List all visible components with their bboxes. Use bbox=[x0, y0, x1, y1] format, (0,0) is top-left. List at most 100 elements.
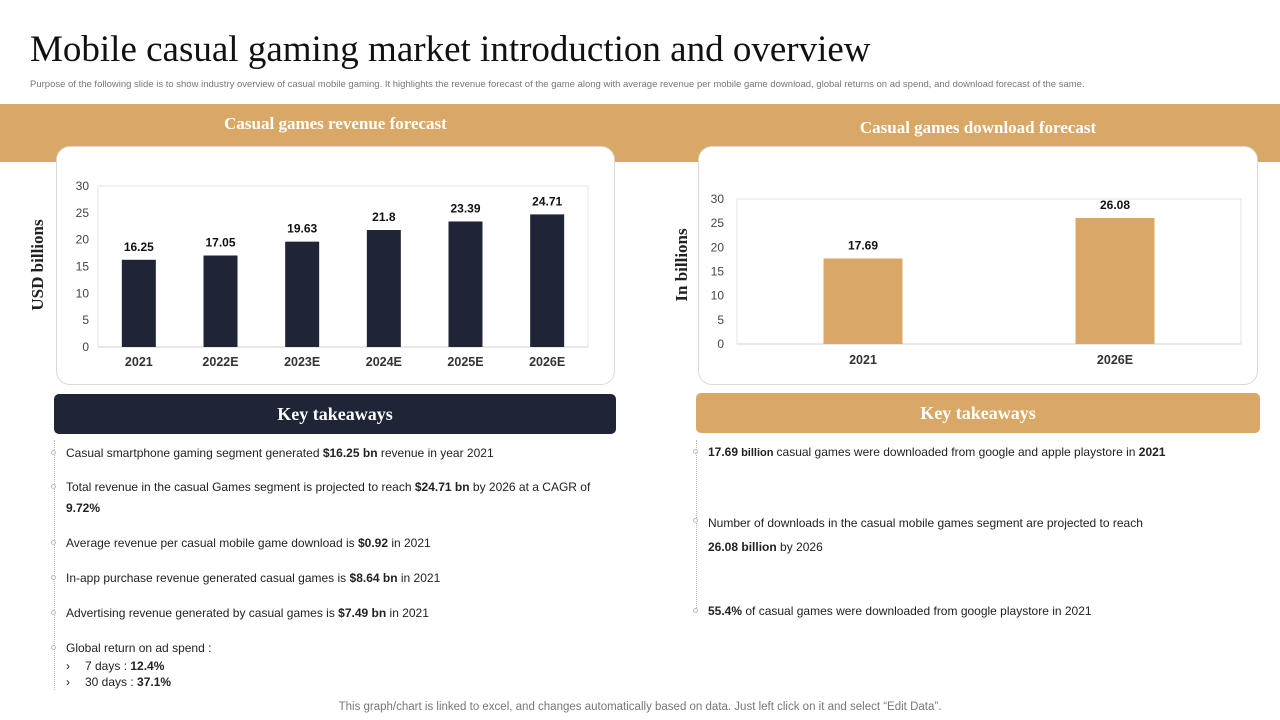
left-key-takeaways-header: Key takeaways bbox=[54, 394, 616, 434]
roas-7-days: › 7 days : 12.4% bbox=[66, 658, 606, 674]
revenue-category-label: 2025E bbox=[447, 355, 483, 369]
highlight: $0.92 bbox=[357, 536, 388, 550]
revenue-y-tick-label: 0 bbox=[82, 340, 89, 354]
revenue-data-label: 21.8 bbox=[372, 210, 396, 224]
right-timeline-line bbox=[696, 440, 697, 610]
right-takeaway-1: 17.69 billion casual games were download… bbox=[693, 442, 1253, 463]
text: by 2026 bbox=[776, 540, 823, 554]
revenue-category-label: 2021 bbox=[125, 355, 153, 369]
text: 7 days : bbox=[85, 659, 131, 673]
download-category-label: 2026E bbox=[1097, 353, 1133, 367]
highlight: 55.4% bbox=[708, 604, 743, 618]
revenue-bar bbox=[203, 255, 238, 347]
revenue-bar bbox=[448, 221, 483, 347]
revenue-y-tick-label: 25 bbox=[76, 206, 90, 220]
download-category-label: 2021 bbox=[849, 353, 877, 367]
left-takeaway-5: Advertising revenue generated by casual … bbox=[51, 603, 606, 623]
highlight: 2021 bbox=[1138, 445, 1166, 459]
page-subtitle: Purpose of the following slide is to sho… bbox=[30, 79, 1085, 90]
highlight: 12.4% bbox=[130, 659, 165, 673]
text: 30 days : bbox=[85, 675, 138, 689]
revenue-bar bbox=[530, 214, 565, 347]
revenue-data-label: 23.39 bbox=[450, 201, 480, 215]
text: Global return on ad spend : bbox=[66, 641, 212, 655]
text: In-app purchase revenue generated casual… bbox=[66, 571, 350, 585]
footer-note: This graph/chart is linked to excel, and… bbox=[338, 701, 942, 713]
right-key-takeaways-header: Key takeaways bbox=[696, 393, 1260, 433]
revenue-bar bbox=[285, 241, 320, 347]
revenue-y-tick-label: 10 bbox=[76, 286, 90, 300]
right-takeaway-3: 55.4% of casual games were downloaded fr… bbox=[693, 601, 1253, 621]
roas-30-days: › 30 days : 37.1% bbox=[66, 674, 606, 690]
download-chart-title: Casual games download forecast bbox=[859, 118, 1097, 137]
bullet-dot bbox=[51, 575, 56, 580]
highlight: 37.1% bbox=[137, 675, 172, 689]
download-bar bbox=[1075, 217, 1155, 344]
bullet-dot bbox=[693, 449, 698, 454]
highlight: 9.72% bbox=[66, 501, 101, 515]
revenue-bar bbox=[121, 259, 156, 347]
bullet-dot bbox=[51, 540, 56, 545]
bullet-dot bbox=[693, 518, 698, 523]
left-takeaway-2: Total revenue in the casual Games segmen… bbox=[51, 477, 606, 519]
left-takeaway-6: Global return on ad spend : › 7 days : 12… bbox=[51, 638, 606, 690]
bullet-dot bbox=[51, 450, 56, 455]
bullet-dot bbox=[693, 608, 698, 613]
revenue-y-tick-label: 15 bbox=[76, 260, 90, 274]
download-y-tick-label: 0 bbox=[717, 337, 724, 351]
highlight: billion bbox=[738, 447, 777, 459]
revenue-category-label: 2022E bbox=[202, 355, 238, 369]
download-y-tick-label: 15 bbox=[711, 265, 725, 279]
highlight: 17.69 bbox=[708, 445, 739, 459]
text: in 2021 bbox=[397, 571, 441, 585]
download-y-tick-label: 25 bbox=[711, 216, 725, 230]
text: Number of downloads in the casual mobile… bbox=[708, 516, 1143, 530]
revenue-y-tick-label: 20 bbox=[76, 233, 90, 247]
bullet-dot bbox=[51, 610, 56, 615]
text: Casual smartphone gaming segment generat… bbox=[66, 446, 323, 460]
revenue-data-label: 19.63 bbox=[287, 222, 317, 236]
download-data-label: 17.69 bbox=[848, 238, 878, 252]
highlight: $8.64 bn bbox=[349, 571, 398, 585]
chevron-right-icon: › bbox=[66, 675, 70, 689]
text: Average revenue per casual mobile game d… bbox=[66, 536, 358, 550]
revenue-bar bbox=[366, 230, 401, 347]
revenue-chart-title: Casual games revenue forecast bbox=[224, 114, 447, 133]
download-plot-area bbox=[736, 198, 1242, 345]
download-bar bbox=[823, 258, 903, 344]
revenue-y-tick-label: 30 bbox=[76, 179, 90, 193]
text: Total revenue in the casual Games segmen… bbox=[66, 480, 415, 494]
revenue-plot-area bbox=[97, 185, 589, 348]
text: Advertising revenue generated by casual … bbox=[66, 606, 339, 620]
text: casual games were downloaded from google… bbox=[776, 445, 1139, 459]
download-y-tick-label: 30 bbox=[711, 192, 725, 206]
highlight: $24.71 bn bbox=[414, 480, 470, 494]
left-timeline-line bbox=[54, 440, 55, 690]
text: by 2026 at a CAGR of bbox=[469, 480, 591, 494]
revenue-category-label: 2023E bbox=[284, 355, 320, 369]
download-y-tick-label: 20 bbox=[711, 240, 725, 254]
download-y-tick-label: 5 bbox=[717, 313, 724, 327]
download-y-tick-label: 10 bbox=[711, 289, 725, 303]
revenue-data-label: 24.71 bbox=[532, 194, 562, 208]
revenue-category-label: 2026E bbox=[529, 355, 565, 369]
download-data-label: 26.08 bbox=[1100, 198, 1130, 212]
revenue-data-label: 16.25 bbox=[124, 240, 154, 254]
highlight: $16.25 bn bbox=[322, 446, 378, 460]
revenue-category-label: 2024E bbox=[366, 355, 402, 369]
download-chart-panel bbox=[698, 146, 1258, 385]
text: of casual games were downloaded from goo… bbox=[742, 604, 1092, 618]
page-title: Mobile casual gaming market introduction… bbox=[30, 29, 871, 70]
chevron-right-icon: › bbox=[66, 659, 70, 673]
left-takeaway-3: Average revenue per casual mobile game d… bbox=[51, 533, 606, 553]
bullet-dot bbox=[51, 484, 56, 489]
text: in 2021 bbox=[388, 536, 431, 550]
text: in 2021 bbox=[386, 606, 429, 620]
highlight: $7.49 bn bbox=[338, 606, 387, 620]
right-takeaway-2: Number of downloads in the casual mobile… bbox=[693, 511, 1253, 559]
highlight: 26.08 billion bbox=[708, 540, 777, 554]
bullet-dot bbox=[51, 645, 56, 650]
left-takeaway-1: Casual smartphone gaming segment generat… bbox=[51, 443, 606, 463]
left-takeaway-4: In-app purchase revenue generated casual… bbox=[51, 568, 606, 588]
